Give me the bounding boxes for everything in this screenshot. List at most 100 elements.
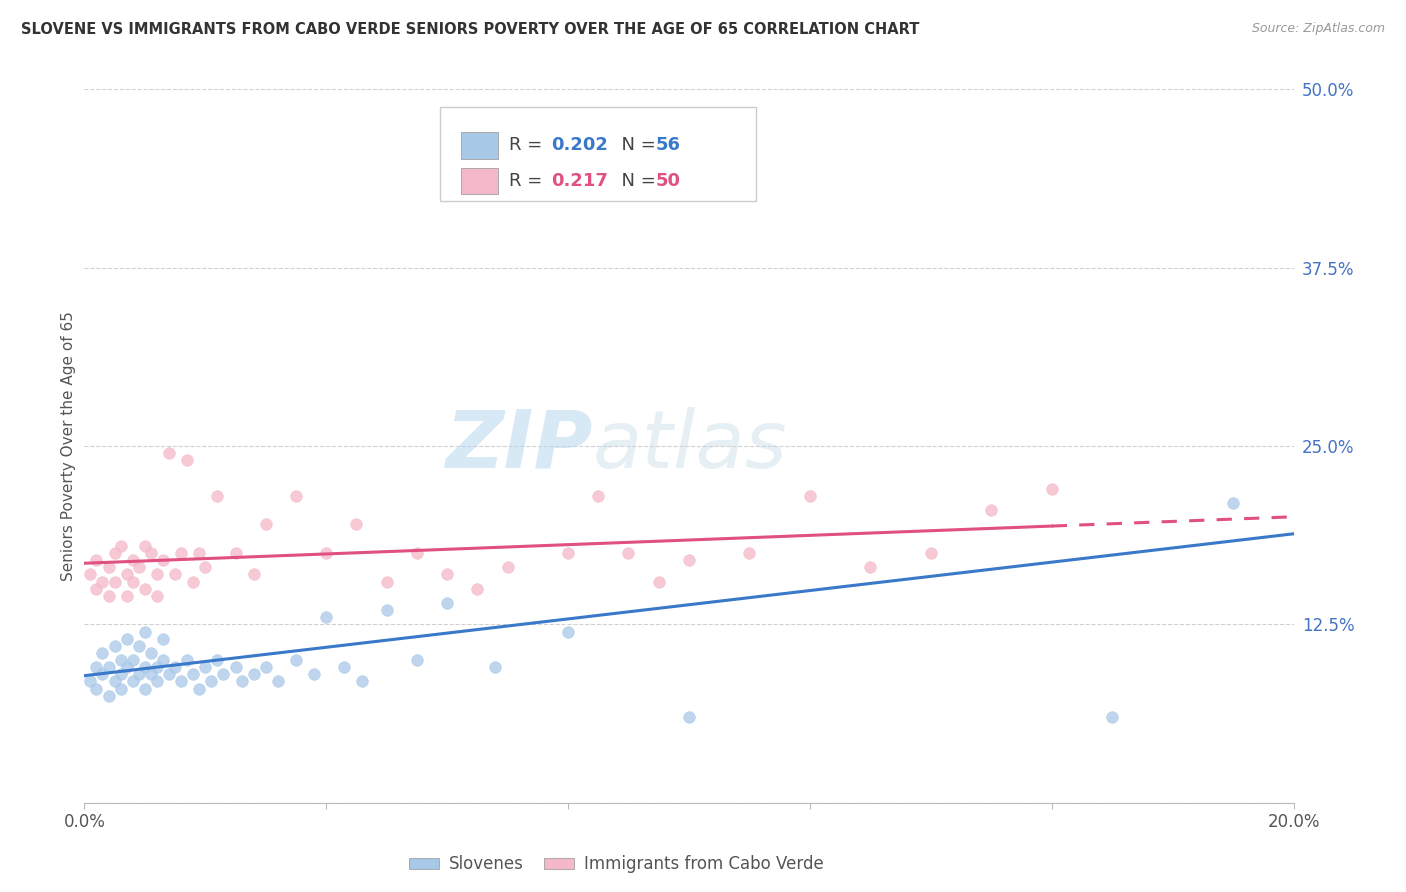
Point xyxy=(188,681,211,696)
Point xyxy=(121,553,143,567)
Text: SLOVENE VS IMMIGRANTS FROM CABO VERDE SENIORS POVERTY OVER THE AGE OF 65 CORRELA: SLOVENE VS IMMIGRANTS FROM CABO VERDE SE… xyxy=(21,22,920,37)
Point xyxy=(738,546,761,560)
Point xyxy=(617,546,640,560)
Point xyxy=(139,546,162,560)
Point xyxy=(333,660,356,674)
Point xyxy=(146,567,169,582)
Point xyxy=(134,660,156,674)
Point xyxy=(207,653,229,667)
Point xyxy=(110,653,132,667)
Point xyxy=(254,660,277,674)
Point xyxy=(134,582,156,596)
Point xyxy=(194,560,217,574)
Point xyxy=(1222,496,1244,510)
Point xyxy=(254,517,277,532)
Legend: Slovenes, Immigrants from Cabo Verde: Slovenes, Immigrants from Cabo Verde xyxy=(402,849,831,880)
Point xyxy=(920,546,942,560)
Point xyxy=(134,681,156,696)
Point xyxy=(346,517,368,532)
Point xyxy=(285,653,308,667)
Point xyxy=(110,539,132,553)
Y-axis label: Seniors Poverty Over the Age of 65: Seniors Poverty Over the Age of 65 xyxy=(60,311,76,581)
Point xyxy=(302,667,325,681)
Point xyxy=(176,453,198,467)
Point xyxy=(436,596,458,610)
Point xyxy=(157,446,180,460)
Point xyxy=(436,567,458,582)
Point xyxy=(678,553,700,567)
Point xyxy=(97,560,120,574)
Point xyxy=(315,546,337,560)
Point xyxy=(110,667,132,681)
Point xyxy=(152,653,174,667)
Point xyxy=(152,553,174,567)
Point xyxy=(86,660,108,674)
Point xyxy=(315,610,337,624)
Point xyxy=(157,667,180,681)
Point xyxy=(115,567,138,582)
Point xyxy=(557,546,579,560)
Point xyxy=(467,582,489,596)
Text: 0.217: 0.217 xyxy=(551,172,607,190)
Point xyxy=(97,689,120,703)
Point xyxy=(134,539,156,553)
Text: R =: R = xyxy=(509,172,548,190)
Point xyxy=(181,667,204,681)
Point xyxy=(128,560,150,574)
Point xyxy=(648,574,671,589)
Point xyxy=(225,546,247,560)
Text: ZIP: ZIP xyxy=(444,407,592,485)
Point xyxy=(267,674,290,689)
Point xyxy=(285,489,308,503)
Point xyxy=(557,624,579,639)
Point xyxy=(200,674,222,689)
Point xyxy=(225,660,247,674)
Point xyxy=(980,503,1002,517)
Point xyxy=(104,674,127,689)
Point xyxy=(496,560,519,574)
Point xyxy=(146,589,169,603)
Text: 56: 56 xyxy=(655,136,681,154)
Point xyxy=(86,582,108,596)
Point xyxy=(104,574,127,589)
Point xyxy=(128,639,150,653)
Point xyxy=(375,574,398,589)
Point xyxy=(242,667,264,681)
Point xyxy=(165,660,187,674)
Point xyxy=(128,667,150,681)
Point xyxy=(79,674,101,689)
Text: 0.202: 0.202 xyxy=(551,136,607,154)
Text: N =: N = xyxy=(610,172,662,190)
Point xyxy=(406,653,429,667)
Point xyxy=(1040,482,1063,496)
Point xyxy=(97,589,120,603)
Point xyxy=(181,574,204,589)
Point xyxy=(91,646,114,660)
Point xyxy=(352,674,374,689)
Point xyxy=(170,674,193,689)
Point xyxy=(207,489,229,503)
Point xyxy=(170,546,193,560)
Point xyxy=(176,653,198,667)
Point xyxy=(91,574,114,589)
Point xyxy=(104,639,127,653)
Point xyxy=(588,489,610,503)
Point xyxy=(1101,710,1123,724)
Point xyxy=(194,660,217,674)
Point xyxy=(165,567,187,582)
Point xyxy=(115,589,138,603)
Point xyxy=(86,681,108,696)
Point xyxy=(115,660,138,674)
Point xyxy=(110,681,132,696)
Point xyxy=(242,567,264,582)
Point xyxy=(212,667,235,681)
Text: R =: R = xyxy=(509,136,548,154)
Point xyxy=(375,603,398,617)
Point xyxy=(139,667,162,681)
Point xyxy=(91,667,114,681)
Point xyxy=(86,553,108,567)
Point xyxy=(231,674,253,689)
Text: N =: N = xyxy=(610,136,662,154)
Point xyxy=(648,182,671,196)
Point xyxy=(799,489,821,503)
